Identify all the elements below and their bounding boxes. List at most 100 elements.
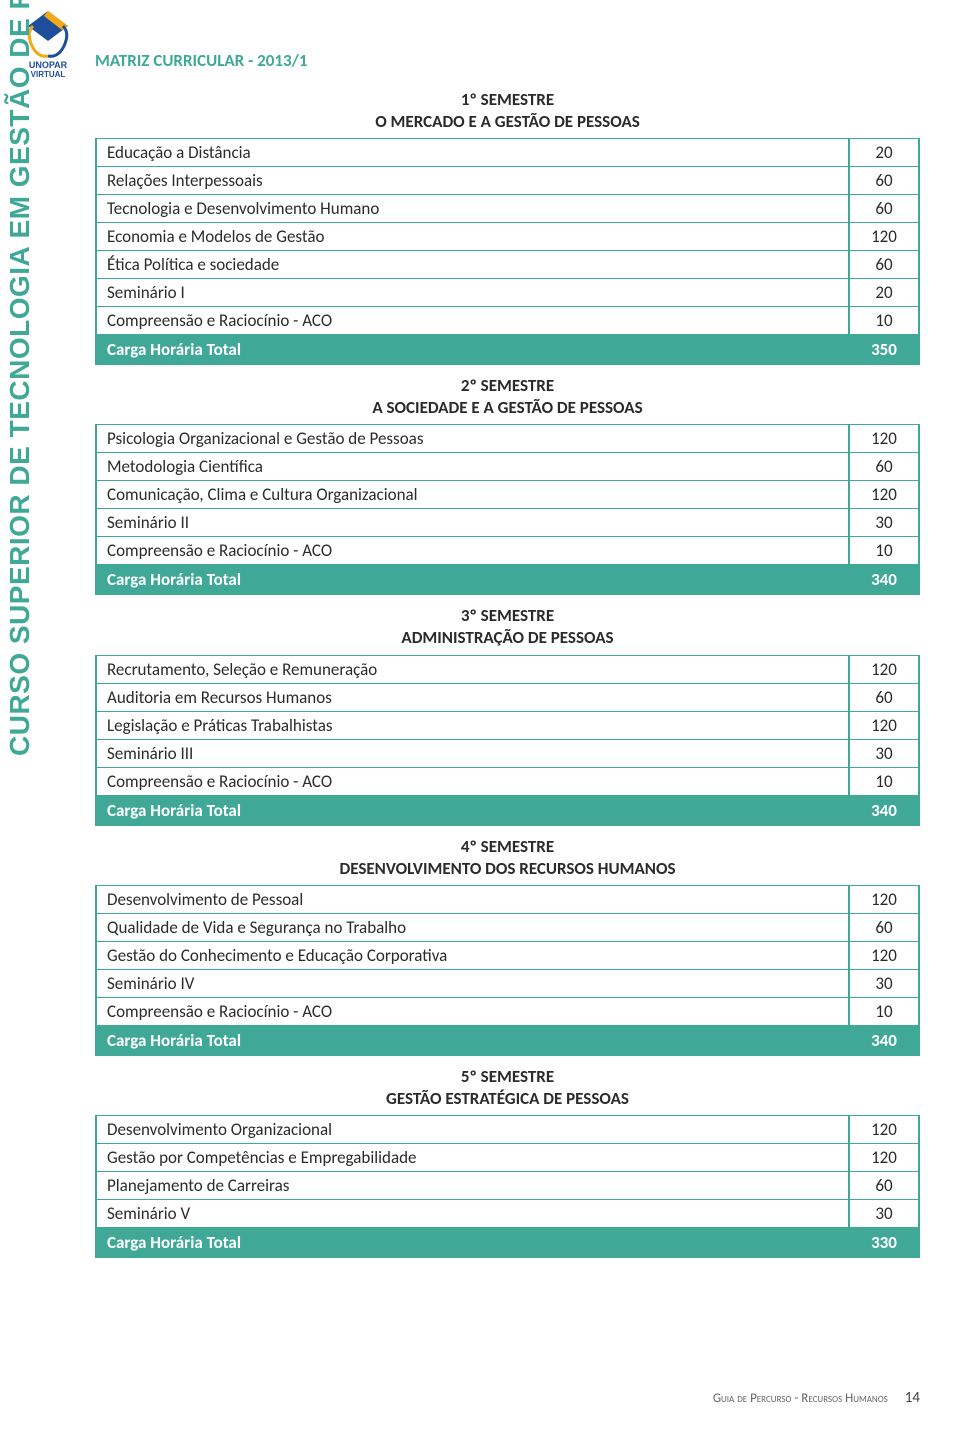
course-name: Tecnologia e Desenvolvimento Humano bbox=[96, 195, 849, 223]
semester-header: 3º SEMESTREADMINISTRAÇÃO DE PESSOAS bbox=[95, 605, 920, 649]
table-row: Seminário I20 bbox=[96, 279, 919, 307]
total-hours: 340 bbox=[849, 1026, 919, 1055]
semesters-container: 1º SEMESTREO MERCADO E A GESTÃO DE PESSO… bbox=[95, 89, 920, 1258]
total-label: Carga Horária Total bbox=[96, 565, 849, 594]
course-name: Compreensão e Raciocínio - ACO bbox=[96, 307, 849, 336]
table-row: Compreensão e Raciocínio - ACO10 bbox=[96, 767, 919, 796]
main-content: MATRIZ CURRICULAR - 2013/1 1º SEMESTREO … bbox=[95, 50, 920, 1268]
semester-header: 5º SEMESTREGESTÃO ESTRATÉGICA DE PESSOAS bbox=[95, 1066, 920, 1110]
table-row: Relações Interpessoais60 bbox=[96, 167, 919, 195]
course-name: Compreensão e Raciocínio - ACO bbox=[96, 537, 849, 566]
total-row: Carga Horária Total330 bbox=[96, 1228, 919, 1257]
table-row: Tecnologia e Desenvolvimento Humano60 bbox=[96, 195, 919, 223]
table-row: Ética Política e sociedade60 bbox=[96, 251, 919, 279]
course-name: Desenvolvimento de Pessoal bbox=[96, 885, 849, 913]
total-hours: 340 bbox=[849, 565, 919, 594]
semester-block: 4º SEMESTREDESENVOLVIMENTO DOS RECURSOS … bbox=[95, 836, 920, 1056]
course-name: Auditoria em Recursos Humanos bbox=[96, 683, 849, 711]
table-row: Gestão do Conhecimento e Educação Corpor… bbox=[96, 941, 919, 969]
course-hours: 120 bbox=[849, 711, 919, 739]
semester-topic: O MERCADO E A GESTÃO DE PESSOAS bbox=[95, 111, 920, 133]
semester-number: 4º SEMESTRE bbox=[95, 836, 920, 858]
course-name: Relações Interpessoais bbox=[96, 167, 849, 195]
table-row: Legislação e Práticas Trabalhistas120 bbox=[96, 711, 919, 739]
total-label: Carga Horária Total bbox=[96, 1228, 849, 1257]
semester-header: 1º SEMESTREO MERCADO E A GESTÃO DE PESSO… bbox=[95, 89, 920, 133]
course-hours: 120 bbox=[849, 223, 919, 251]
table-row: Comunicação, Clima e Cultura Organizacio… bbox=[96, 481, 919, 509]
course-hours: 10 bbox=[849, 767, 919, 796]
course-hours: 60 bbox=[849, 683, 919, 711]
table-row: Desenvolvimento Organizacional120 bbox=[96, 1115, 919, 1143]
total-label: Carga Horária Total bbox=[96, 335, 849, 364]
course-hours: 10 bbox=[849, 537, 919, 566]
course-name: Gestão do Conhecimento e Educação Corpor… bbox=[96, 941, 849, 969]
section-title: MATRIZ CURRICULAR - 2013/1 bbox=[95, 50, 920, 71]
table-row: Compreensão e Raciocínio - ACO10 bbox=[96, 537, 919, 566]
course-hours: 60 bbox=[849, 453, 919, 481]
course-name: Qualidade de Vida e Segurança no Trabalh… bbox=[96, 913, 849, 941]
table-row: Metodologia Científica60 bbox=[96, 453, 919, 481]
table-row: Qualidade de Vida e Segurança no Trabalh… bbox=[96, 913, 919, 941]
semester-topic: A SOCIEDADE E A GESTÃO DE PESSOAS bbox=[95, 397, 920, 419]
course-hours: 60 bbox=[849, 167, 919, 195]
semester-header: 2º SEMESTREA SOCIEDADE E A GESTÃO DE PES… bbox=[95, 375, 920, 419]
course-hours: 120 bbox=[849, 655, 919, 683]
total-hours: 350 bbox=[849, 335, 919, 364]
course-name: Psicologia Organizacional e Gestão de Pe… bbox=[96, 425, 849, 453]
table-row: Auditoria em Recursos Humanos60 bbox=[96, 683, 919, 711]
total-label: Carga Horária Total bbox=[96, 1026, 849, 1055]
semester-topic: DESENVOLVIMENTO DOS RECURSOS HUMANOS bbox=[95, 858, 920, 880]
course-hours: 120 bbox=[849, 941, 919, 969]
semester-block: 5º SEMESTREGESTÃO ESTRATÉGICA DE PESSOAS… bbox=[95, 1066, 920, 1258]
course-hours: 120 bbox=[849, 1115, 919, 1143]
course-name: Comunicação, Clima e Cultura Organizacio… bbox=[96, 481, 849, 509]
course-hours: 60 bbox=[849, 1171, 919, 1199]
curriculum-table: Desenvolvimento Organizacional120Gestão … bbox=[95, 1115, 920, 1258]
table-row: Seminário V30 bbox=[96, 1199, 919, 1228]
course-name: Legislação e Práticas Trabalhistas bbox=[96, 711, 849, 739]
total-row: Carga Horária Total350 bbox=[96, 335, 919, 364]
semester-number: 3º SEMESTRE bbox=[95, 605, 920, 627]
semester-header: 4º SEMESTREDESENVOLVIMENTO DOS RECURSOS … bbox=[95, 836, 920, 880]
table-row: Planejamento de Carreiras60 bbox=[96, 1171, 919, 1199]
course-name: Seminário I bbox=[96, 279, 849, 307]
course-name: Gestão por Competências e Empregabilidad… bbox=[96, 1143, 849, 1171]
curriculum-table: Recrutamento, Seleção e Remuneração120Au… bbox=[95, 655, 920, 826]
curriculum-table: Educação a Distância20Relações Interpess… bbox=[95, 138, 920, 365]
table-row: Recrutamento, Seleção e Remuneração120 bbox=[96, 655, 919, 683]
course-name: Compreensão e Raciocínio - ACO bbox=[96, 997, 849, 1026]
curriculum-table: Psicologia Organizacional e Gestão de Pe… bbox=[95, 424, 920, 595]
table-row: Compreensão e Raciocínio - ACO10 bbox=[96, 307, 919, 336]
table-row: Desenvolvimento de Pessoal120 bbox=[96, 885, 919, 913]
footer: Guia de Percurso - Recursos Humanos 14 bbox=[713, 1389, 920, 1407]
course-name: Seminário V bbox=[96, 1199, 849, 1228]
semester-number: 1º SEMESTRE bbox=[95, 89, 920, 111]
total-hours: 340 bbox=[849, 796, 919, 825]
course-hours: 30 bbox=[849, 509, 919, 537]
table-row: Psicologia Organizacional e Gestão de Pe… bbox=[96, 425, 919, 453]
table-row: Economia e Modelos de Gestão120 bbox=[96, 223, 919, 251]
course-hours: 30 bbox=[849, 1199, 919, 1228]
course-hours: 30 bbox=[849, 969, 919, 997]
course-hours: 60 bbox=[849, 195, 919, 223]
course-name: Ética Política e sociedade bbox=[96, 251, 849, 279]
course-name: Economia e Modelos de Gestão bbox=[96, 223, 849, 251]
semester-block: 2º SEMESTREA SOCIEDADE E A GESTÃO DE PES… bbox=[95, 375, 920, 595]
course-hours: 30 bbox=[849, 739, 919, 767]
table-row: Seminário III30 bbox=[96, 739, 919, 767]
total-row: Carga Horária Total340 bbox=[96, 565, 919, 594]
course-hours: 20 bbox=[849, 139, 919, 167]
page-number: 14 bbox=[905, 1389, 920, 1407]
course-name: Seminário III bbox=[96, 739, 849, 767]
course-name: Metodologia Científica bbox=[96, 453, 849, 481]
course-hours: 120 bbox=[849, 481, 919, 509]
course-hours: 10 bbox=[849, 307, 919, 336]
course-name: Compreensão e Raciocínio - ACO bbox=[96, 767, 849, 796]
course-name: Educação a Distância bbox=[96, 139, 849, 167]
course-vertical-label: CURSO SUPERIOR DE TECNOLOGIA EM GESTÃO D… bbox=[4, 0, 36, 756]
total-row: Carga Horária Total340 bbox=[96, 796, 919, 825]
semester-number: 2º SEMESTRE bbox=[95, 375, 920, 397]
semester-topic: GESTÃO ESTRATÉGICA DE PESSOAS bbox=[95, 1088, 920, 1110]
semester-block: 1º SEMESTREO MERCADO E A GESTÃO DE PESSO… bbox=[95, 89, 920, 365]
